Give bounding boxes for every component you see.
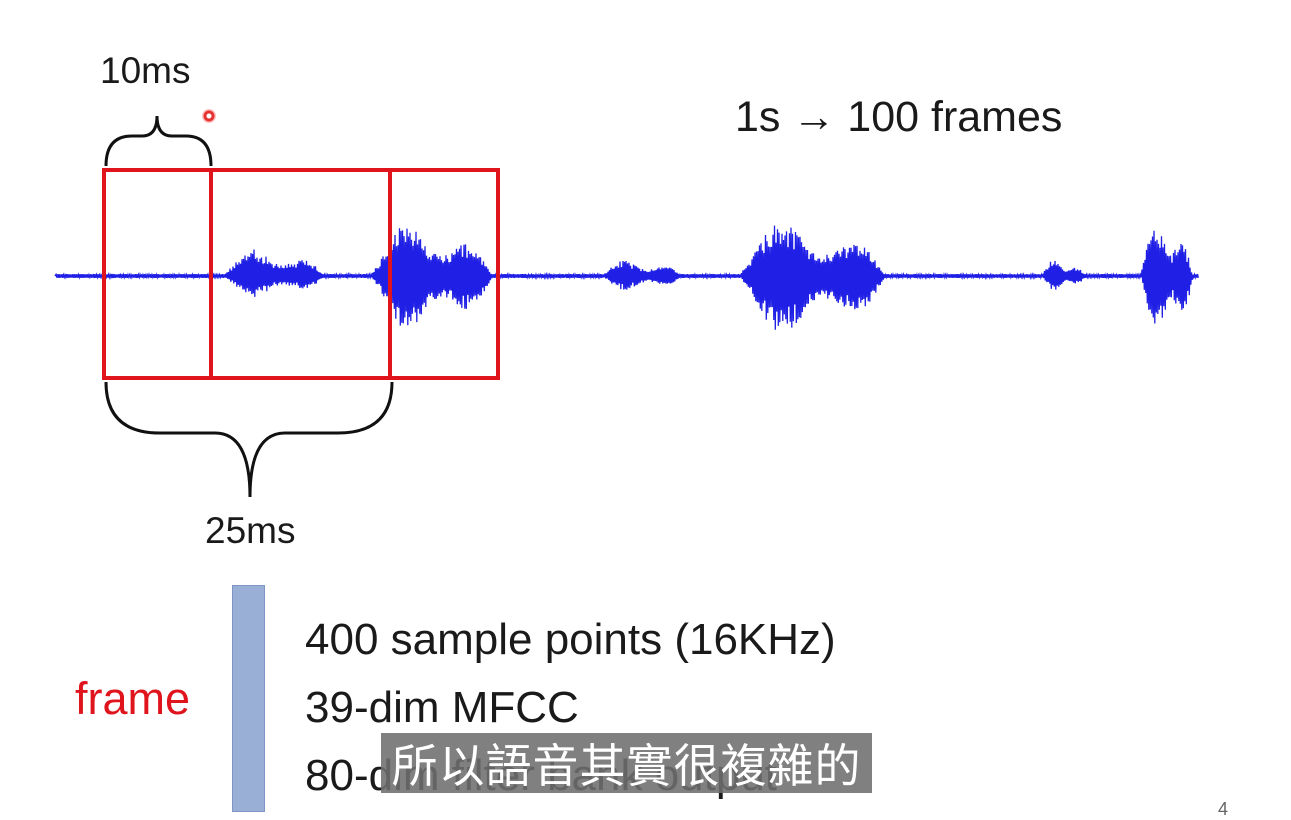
laser-pointer-icon xyxy=(202,109,216,123)
speech-waveform xyxy=(54,225,1199,330)
frame-box-third xyxy=(388,168,500,380)
frame-vector-bar xyxy=(232,585,265,812)
page-number: 4 xyxy=(1218,799,1229,819)
shift-brace xyxy=(104,115,213,167)
frame-length-label: 25ms xyxy=(205,510,296,551)
frame-label: frame xyxy=(75,673,191,724)
spec-mfcc: 39-dim MFCC xyxy=(305,683,579,732)
spec-sample-points: 400 sample points (16KHz) xyxy=(305,615,836,664)
window-brace xyxy=(104,381,394,498)
frame-rate-label: 1s → 100 frames xyxy=(735,93,1063,141)
video-subtitle: 所以語音其實很複雜的 xyxy=(381,733,872,793)
frame-shift-label: 10ms xyxy=(100,50,191,91)
